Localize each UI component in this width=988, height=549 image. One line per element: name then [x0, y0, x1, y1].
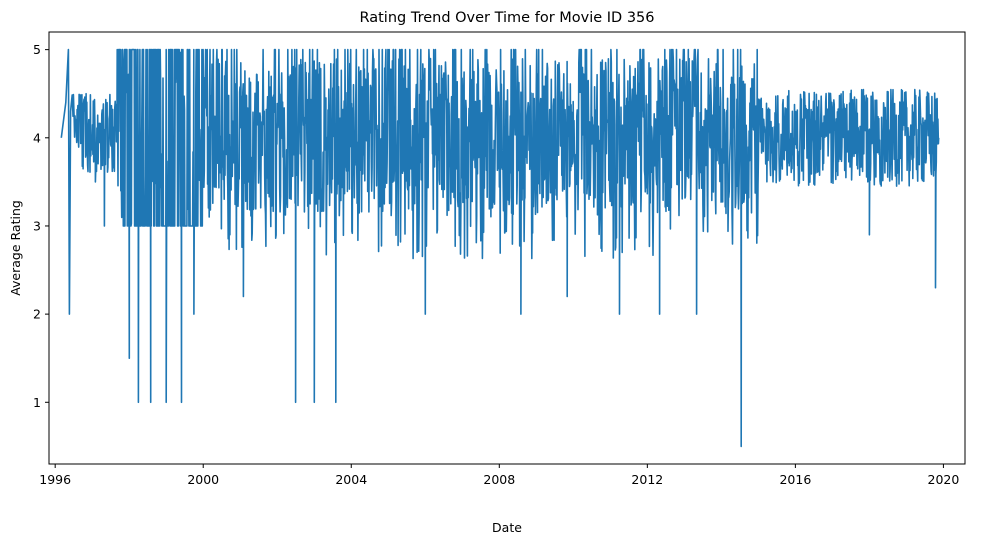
x-tick-label: 2016 [779, 472, 811, 487]
x-tick-label: 1996 [39, 472, 71, 487]
y-tick-label: 5 [33, 42, 41, 57]
x-tick-label: 2004 [335, 472, 367, 487]
chart-title: Rating Trend Over Time for Movie ID 356 [359, 10, 654, 26]
plot-frame [48, 31, 966, 465]
x-tick-label: 2008 [483, 472, 515, 487]
x-axis: 1996 2000 2004 2008 2012 2016 2020 [39, 464, 959, 487]
y-axis: 1 2 3 4 5 [33, 42, 49, 410]
x-tick-label: 2000 [187, 472, 219, 487]
x-tick-label: 2012 [631, 472, 663, 487]
y-tick-label: 1 [33, 395, 41, 410]
x-tick-label: 2020 [928, 472, 960, 487]
y-tick-label: 3 [33, 218, 41, 233]
x-axis-label: Date [492, 520, 522, 535]
rating-series-line [60, 48, 940, 448]
y-tick-label: 2 [33, 307, 41, 322]
y-tick-label: 4 [33, 130, 41, 145]
y-axis-label: Average Rating [8, 200, 23, 296]
series-layer [60, 48, 940, 448]
